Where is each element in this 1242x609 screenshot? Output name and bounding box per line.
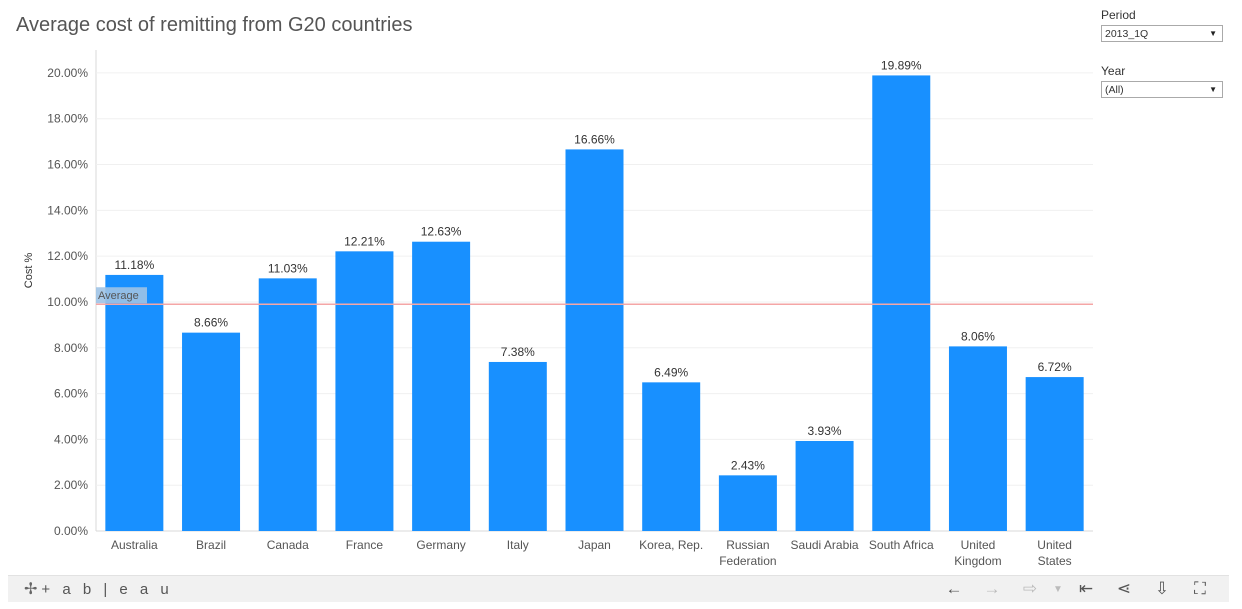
bar	[718, 475, 777, 531]
y-tick-label: 12.00%	[47, 249, 88, 263]
bar-value-label: 6.72%	[1038, 360, 1072, 374]
tableau-logo[interactable]: ✢ + a b | e a u	[24, 579, 173, 599]
bar	[412, 241, 471, 531]
period-select[interactable]: 2013_1Q ▼	[1101, 25, 1223, 42]
x-category-label: United	[1037, 538, 1072, 552]
x-category-label: Canada	[267, 538, 309, 552]
y-tick-label: 0.00%	[54, 524, 88, 538]
y-tick-label: 6.00%	[54, 387, 88, 401]
bar	[795, 440, 854, 531]
tableau-wordmark: + a b | e a u	[41, 580, 173, 598]
bar-value-label: 3.93%	[808, 424, 842, 438]
bar	[642, 382, 701, 531]
bar	[948, 346, 1007, 531]
bar	[335, 251, 394, 531]
y-axis-title: Cost %	[23, 253, 35, 289]
bar	[105, 274, 164, 531]
bar-value-label: 8.06%	[961, 329, 995, 343]
x-category-label: Korea, Rep.	[639, 538, 703, 552]
bars	[105, 75, 1084, 531]
bar-value-label: 11.03%	[268, 261, 308, 275]
bar-value-label: 6.49%	[654, 365, 688, 379]
tableau-logo-icon: ✢	[24, 581, 38, 598]
y-tick-label: 8.00%	[54, 341, 88, 355]
x-category-label: Germany	[416, 538, 465, 552]
reset-icon[interactable]: ⇤	[1078, 579, 1094, 598]
undo-icon[interactable]: ←	[945, 579, 963, 598]
bar-chart: Average 0.00% 2.00% 4.00% 6.00% 8.00% 10.00% 1…	[23, 50, 1093, 568]
x-category-label: Russian	[726, 538, 769, 552]
x-category-label: Japan	[578, 538, 611, 552]
y-tick-label: 14.00%	[47, 203, 88, 217]
redo-icon[interactable]: →	[983, 579, 1001, 598]
x-category-label: Saudi Arabia	[791, 538, 859, 552]
period-select-value: 2013_1Q	[1105, 27, 1149, 40]
period-filter: Period 2013_1Q ▼	[1101, 8, 1223, 42]
x-category-label: Federation	[719, 554, 776, 568]
y-tick-label: 16.00%	[47, 158, 88, 172]
bar	[565, 149, 624, 531]
bar-value-label: 12.21%	[344, 234, 385, 248]
y-tick-label: 20.00%	[47, 66, 88, 80]
bar	[488, 361, 547, 531]
labels: 0.00% 2.00% 4.00% 6.00% 8.00% 10.00% 12.00% 14.…	[23, 58, 1072, 568]
bar	[182, 332, 241, 531]
bar-value-label: 2.43%	[731, 458, 765, 472]
chevron-down-icon: ▼	[1209, 29, 1217, 38]
y-tick-label: 18.00%	[47, 112, 88, 126]
chevron-down-icon: ▼	[1209, 85, 1217, 94]
share-icon[interactable]: ⋖	[1116, 579, 1132, 598]
fullscreen-icon[interactable]: ⛶	[1194, 579, 1206, 598]
period-filter-label: Period	[1101, 8, 1136, 22]
x-category-label: Brazil	[196, 538, 226, 552]
bar	[1025, 377, 1084, 531]
x-category-label: Australia	[111, 538, 158, 552]
year-filter: Year (All) ▼	[1101, 64, 1223, 98]
y-tick-label: 4.00%	[54, 432, 88, 446]
page-title: Average cost of remitting from G20 count…	[16, 14, 413, 36]
bar-value-label: 8.66%	[194, 316, 228, 330]
x-category-label: States	[1038, 554, 1072, 568]
x-category-label: Italy	[507, 538, 529, 552]
x-category-label: United	[961, 538, 996, 552]
dropdown-icon[interactable]: ▼	[1053, 583, 1063, 595]
bar-value-label: 19.89%	[881, 58, 922, 72]
download-icon[interactable]: ⇩	[1154, 579, 1170, 598]
year-select-value: (All)	[1105, 83, 1124, 96]
x-category-label: South Africa	[869, 538, 934, 552]
tableau-toolbar: ✢ + a b | e a u ← → ⇨ ▼ ⇤ ⋖ ⇩ ⛶	[8, 575, 1229, 602]
bar	[258, 278, 317, 531]
year-select[interactable]: (All) ▼	[1101, 81, 1223, 98]
average-label-box	[96, 287, 147, 304]
reference-line-group: Average	[96, 287, 1093, 305]
bar-value-label: 11.18%	[114, 258, 154, 272]
y-tick-label: 10.00%	[47, 295, 88, 309]
x-category-label: France	[346, 538, 384, 552]
bar-value-label: 16.66%	[574, 132, 615, 146]
y-tick-label: 2.00%	[54, 478, 88, 492]
average-label: Average	[98, 290, 139, 302]
x-category-label: Kingdom	[954, 554, 1001, 568]
year-filter-label: Year	[1101, 64, 1126, 78]
revert-icon[interactable]: ⇨	[1022, 579, 1038, 598]
bar	[872, 75, 931, 531]
bar-value-label: 7.38%	[501, 345, 535, 359]
bar-value-label: 12.63%	[421, 225, 462, 239]
